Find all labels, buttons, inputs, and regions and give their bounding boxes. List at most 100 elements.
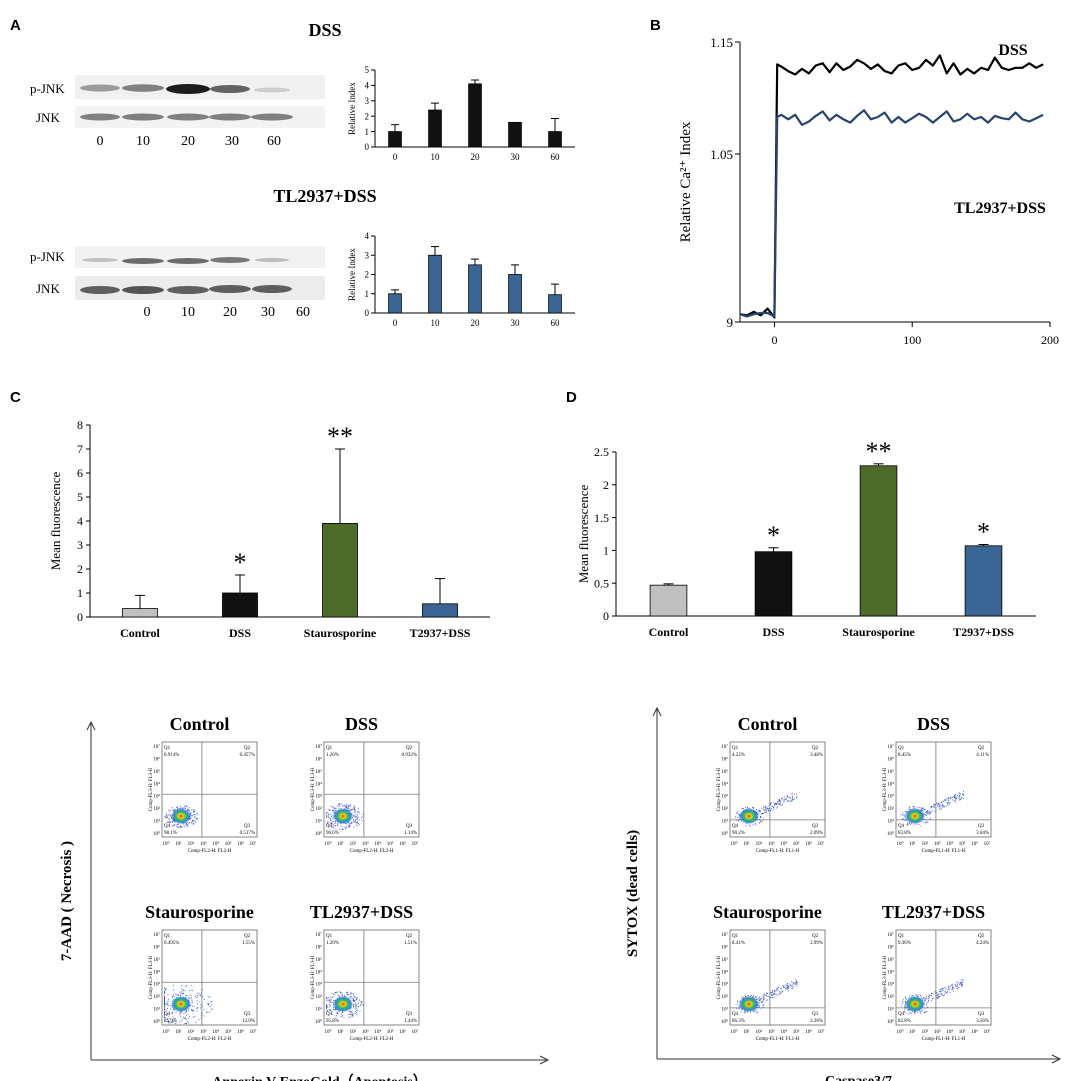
- event-dot: [176, 807, 178, 809]
- event-dot: [326, 816, 327, 818]
- event-dot: [917, 1012, 919, 1014]
- event-dot: [328, 821, 330, 823]
- y-tick-label: 3: [365, 96, 370, 106]
- event-dot: [352, 995, 354, 997]
- band: [122, 258, 164, 264]
- event-dot: [938, 804, 940, 805]
- event-dot: [755, 1009, 757, 1011]
- event-dot: [948, 799, 950, 801]
- event-dot: [762, 813, 764, 815]
- event-dot: [331, 819, 333, 821]
- event-dot: [770, 802, 772, 804]
- event-dot: [779, 991, 781, 993]
- event-dot: [931, 998, 933, 1000]
- event-dot: [763, 999, 765, 1001]
- event-dot: [332, 809, 334, 811]
- event-dot: [347, 991, 349, 993]
- flow-tick-label: 10⁴: [721, 969, 728, 975]
- flow-axis-label: Comp-FL3-H: FL3-H: [149, 955, 154, 999]
- bar: [388, 131, 402, 148]
- event-dot: [168, 998, 170, 1000]
- quadrant-name: Q4: [326, 824, 333, 829]
- band: [254, 87, 290, 93]
- event-dot: [167, 815, 169, 817]
- event-dot: [900, 1005, 902, 1007]
- flow-tick-label: 10³: [362, 1029, 369, 1035]
- flow-tick-label: 10²: [722, 994, 729, 1000]
- event-dot: [961, 984, 963, 986]
- event-dot: [947, 804, 949, 806]
- flow-tick-label: 10⁴: [946, 1029, 953, 1035]
- event-dot: [757, 1011, 759, 1013]
- event-dot: [954, 795, 956, 796]
- event-dot: [944, 799, 946, 801]
- event-dot: [765, 807, 767, 809]
- event-dot: [785, 798, 787, 800]
- event-dot: [946, 805, 948, 807]
- event-dot: [175, 1023, 177, 1024]
- quadrant-name: Q4: [732, 1012, 739, 1017]
- event-dot: [774, 803, 776, 805]
- event-dot: [356, 1007, 358, 1009]
- event-dot: [904, 1008, 906, 1010]
- event-dot: [906, 824, 908, 826]
- event-dot: [920, 808, 922, 810]
- blot-row-label: JNK: [36, 110, 60, 125]
- flow-axis-label: Comp-FL3-H: FL3-H: [149, 767, 154, 811]
- event-dot: [181, 985, 183, 987]
- event-dot: [357, 807, 359, 809]
- flow-tick-label: 10³: [768, 841, 775, 847]
- flow-tick-label: 10⁴: [721, 781, 728, 787]
- event-dot: [941, 805, 943, 807]
- event-dot: [796, 982, 797, 984]
- event-dot: [362, 813, 364, 815]
- event-dot: [170, 821, 172, 823]
- event-dot: [759, 998, 761, 1000]
- event-dot: [356, 999, 358, 1001]
- event-dot: [165, 987, 167, 989]
- event-dot: [793, 983, 795, 985]
- flow-plot-title: Staurosporine: [145, 902, 254, 922]
- flow-tick-label: 10³: [316, 982, 323, 988]
- event-dot: [785, 797, 787, 799]
- event-dot: [170, 1022, 172, 1024]
- event-dot: [349, 808, 350, 810]
- event-dot: [180, 826, 182, 828]
- event-dot: [168, 1015, 170, 1017]
- event-dot: [357, 825, 359, 827]
- event-dot: [167, 1004, 169, 1006]
- event-dot: [901, 814, 903, 816]
- event-dot: [770, 996, 771, 998]
- event-dot: [333, 1006, 335, 1008]
- event-dot: [780, 800, 782, 802]
- event-dot: [187, 1010, 189, 1012]
- flow-plot: Staurosporine Q1 8.41% Q2 2.99% Q4 86.3% Q3 2.26…: [713, 902, 826, 1042]
- event-dot: [958, 797, 960, 799]
- event-dot: [336, 991, 338, 993]
- event-dot: [333, 821, 335, 823]
- event-dot: [348, 806, 350, 808]
- event-dot: [960, 983, 962, 985]
- event-dot: [326, 822, 328, 824]
- x-category-label: Staurosporine: [304, 626, 377, 640]
- event-dot: [939, 990, 940, 992]
- event-dot: [335, 1016, 337, 1018]
- event-dot: [926, 1003, 928, 1005]
- event-dot: [914, 1013, 916, 1015]
- flow-tick-label: 10²: [756, 1029, 763, 1035]
- event-dot: [765, 809, 767, 811]
- event-dot: [173, 989, 175, 991]
- event-dot: [167, 994, 169, 995]
- flow-axis-label: Comp-FL3-H: FL3-H: [883, 955, 888, 999]
- event-dot: [357, 822, 359, 824]
- event-dot: [962, 979, 964, 980]
- event-dot: [763, 811, 765, 813]
- flow-tick-label: 10¹: [743, 1029, 750, 1035]
- event-dot: [194, 809, 196, 811]
- event-dot: [164, 1015, 165, 1017]
- event-dot: [935, 802, 937, 804]
- event-dot: [751, 995, 752, 996]
- flow-tick-label: 10⁶: [315, 944, 322, 950]
- event-dot: [766, 807, 768, 809]
